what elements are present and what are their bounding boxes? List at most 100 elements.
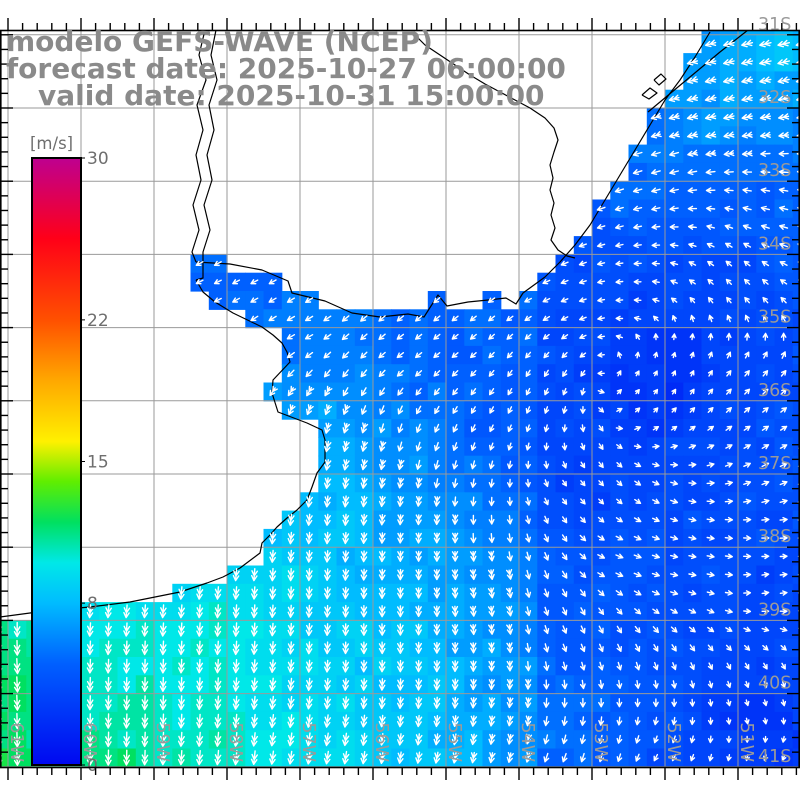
wind-arrow — [415, 352, 423, 359]
wind-arrow — [177, 750, 185, 766]
wave-cell — [792, 693, 800, 713]
wind-arrow — [506, 568, 513, 580]
wind-arrow — [250, 315, 259, 322]
wind-arrow — [324, 586, 331, 600]
wind-arrow — [178, 658, 185, 674]
wind-arrow — [670, 571, 679, 578]
wind-arrow — [269, 385, 278, 397]
wind-arrow — [560, 315, 569, 321]
wind-arrow — [305, 714, 313, 728]
wind-arrow — [305, 659, 313, 673]
wind-arrow — [195, 260, 204, 266]
wind-arrow — [306, 404, 314, 416]
wind-arrow — [741, 131, 753, 139]
wind-arrow — [635, 753, 641, 762]
wind-arrow — [708, 753, 714, 762]
wind-arrow — [707, 644, 714, 652]
wind-arrow — [305, 641, 313, 655]
wind-arrow — [743, 535, 752, 541]
wind-arrow — [779, 462, 788, 468]
wind-arrow — [723, 76, 735, 84]
wind-arrow — [689, 425, 696, 431]
wave-cell — [0, 657, 9, 676]
wind-arrow — [708, 314, 714, 323]
wind-arrow — [177, 731, 185, 747]
wind-arrow — [615, 224, 624, 230]
wind-arrow — [250, 279, 259, 285]
wind-arrow — [687, 224, 697, 230]
wind-arrow — [507, 460, 513, 470]
wind-arrow — [159, 640, 167, 656]
wind-arrow — [724, 535, 733, 541]
wind-arrow — [434, 771, 440, 782]
wind-arrow — [269, 714, 277, 729]
wind-arrow — [780, 407, 787, 413]
wind-arrow — [670, 297, 678, 303]
wave-cell — [792, 675, 800, 695]
wind-arrow — [543, 497, 549, 506]
wind-arrow — [633, 279, 642, 285]
wind-arrow — [506, 679, 514, 690]
wave-cell — [792, 181, 800, 201]
wind-arrow — [250, 604, 258, 619]
wind-arrow — [705, 39, 717, 48]
wind-arrow — [196, 731, 204, 747]
wind-arrow — [762, 296, 769, 304]
wind-arrow — [287, 513, 295, 526]
wind-arrow — [543, 679, 550, 690]
wind-arrow — [761, 425, 769, 431]
wind-arrow — [451, 696, 459, 709]
wind-arrow — [780, 332, 787, 341]
wind-arrow — [633, 535, 642, 541]
lat-label: 34S — [758, 234, 791, 254]
wind-arrow — [689, 644, 696, 652]
wind-arrow — [741, 39, 754, 48]
wind-arrow — [616, 370, 622, 377]
wind-arrow — [233, 769, 239, 783]
wind-arrow — [597, 571, 605, 578]
wind-arrow — [779, 480, 788, 486]
wind-arrow — [507, 406, 513, 414]
wind-arrow — [397, 605, 404, 618]
wind-arrow — [323, 714, 332, 728]
lat-label: 36S — [758, 381, 791, 401]
wind-arrow — [704, 112, 717, 121]
wind-arrow — [707, 626, 715, 633]
wind-arrow — [507, 388, 513, 396]
wind-arrow — [598, 716, 605, 726]
wind-arrow — [433, 387, 440, 396]
wind-arrow — [759, 39, 772, 48]
wind-arrow — [779, 261, 788, 267]
wave-cell — [227, 766, 246, 768]
wave-cell — [792, 309, 800, 329]
wind-arrow — [706, 224, 715, 230]
wind-arrow — [580, 424, 586, 433]
wind-arrow — [727, 773, 731, 779]
wind-arrow — [743, 480, 752, 486]
wind-arrow — [634, 680, 641, 689]
wind-arrow — [707, 296, 714, 304]
wind-arrow — [761, 498, 770, 505]
wind-arrow — [159, 750, 167, 766]
wind-arrow — [433, 587, 441, 599]
wind-arrow — [561, 534, 568, 542]
wind-arrow — [287, 641, 295, 655]
wind-arrow — [287, 385, 297, 397]
wave-cell — [665, 766, 684, 768]
wind-arrow — [596, 205, 606, 212]
wind-arrow — [762, 388, 769, 395]
wind-arrow — [342, 531, 350, 545]
wind-arrow — [779, 626, 788, 633]
wind-arrow — [779, 608, 788, 614]
wind-arrow — [287, 750, 295, 765]
wave-cell — [792, 162, 800, 182]
wind-arrow — [489, 406, 495, 414]
wind-arrow — [741, 150, 753, 157]
wind-arrow — [397, 387, 404, 396]
wave-cell — [318, 766, 338, 768]
colorbar-tick-label: 22 — [87, 311, 109, 331]
wind-arrow — [597, 388, 605, 394]
wind-arrow — [543, 643, 550, 653]
wind-arrow — [777, 94, 790, 103]
